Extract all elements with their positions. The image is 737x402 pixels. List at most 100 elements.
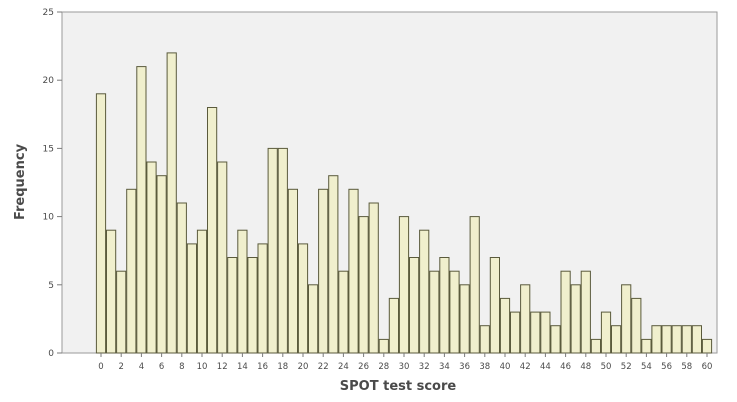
x-tick-label: 36 (459, 362, 470, 372)
bar-score-35 (449, 270, 460, 354)
bar-score-42 (520, 284, 531, 354)
x-tick-label: 20 (298, 362, 309, 372)
y-tick-label: 10 (43, 213, 55, 223)
bar-score-40 (499, 297, 511, 354)
bar-score-41 (510, 311, 521, 354)
x-axis-label: SPOT test score (340, 379, 457, 394)
bar-score-37 (469, 216, 480, 354)
x-tick-label: 4 (139, 362, 144, 372)
bar-score-59 (691, 325, 702, 354)
x-tick-label: 12 (217, 362, 228, 372)
bar-score-43 (530, 311, 541, 354)
bar-score-56 (661, 325, 672, 354)
bar-score-7 (166, 52, 177, 354)
bar-score-1 (106, 229, 117, 354)
bar-score-14 (237, 229, 248, 354)
bar-score-47 (570, 284, 581, 354)
x-tick-label: 60 (702, 362, 713, 372)
bar-score-30 (398, 216, 410, 354)
x-tick-label: 30 (399, 362, 410, 372)
y-tick-label: 5 (48, 281, 54, 291)
bar-score-39 (489, 257, 500, 354)
x-tick-label: 8 (179, 362, 184, 372)
y-axis-label: Frequency (13, 143, 28, 220)
bar-score-58 (681, 325, 692, 354)
bar-score-15 (247, 257, 258, 354)
bar-score-26 (358, 216, 369, 354)
bar-score-17 (267, 147, 278, 354)
bar-score-19 (287, 188, 298, 354)
bar-score-11 (207, 107, 218, 354)
bar-score-60 (701, 338, 713, 354)
bar-score-6 (156, 175, 167, 354)
x-tick-label: 34 (439, 362, 450, 372)
bar-score-38 (479, 325, 490, 354)
x-tick-label: 48 (580, 362, 591, 372)
bar-score-51 (611, 325, 622, 354)
bar-score-22 (318, 188, 329, 354)
bar-score-20 (297, 243, 309, 354)
x-tick-label: 52 (621, 362, 632, 372)
bar-score-18 (277, 147, 288, 354)
bar-score-13 (227, 257, 238, 354)
x-tick-label: 54 (641, 362, 652, 372)
bar-score-57 (671, 325, 682, 354)
y-tick-label: 20 (43, 76, 55, 86)
y-tick-label: 25 (43, 8, 54, 18)
bar-score-49 (590, 338, 601, 354)
bar-score-12 (217, 161, 228, 354)
x-tick-label: 24 (338, 362, 349, 372)
x-tick-label: 46 (560, 362, 571, 372)
x-tick-label: 6 (159, 362, 164, 372)
x-tick-label: 28 (378, 362, 389, 372)
x-tick-label: 14 (237, 362, 248, 372)
bar-score-2 (116, 270, 127, 354)
bar-score-50 (600, 311, 612, 354)
bar-score-3 (126, 188, 137, 354)
x-tick-label: 44 (540, 362, 551, 372)
bar-score-54 (641, 338, 652, 354)
bar-score-46 (560, 270, 571, 354)
bar-score-44 (540, 311, 551, 354)
bar-score-34 (439, 257, 450, 354)
bar-score-25 (348, 188, 359, 354)
x-tick-label: 42 (520, 362, 531, 372)
bar-score-31 (409, 257, 420, 354)
x-tick-label: 58 (681, 362, 692, 372)
bar-score-55 (651, 325, 662, 354)
bar-score-5 (146, 161, 157, 354)
bar-score-8 (176, 202, 187, 354)
x-tick-label: 50 (601, 362, 612, 372)
y-tick-label: 15 (43, 144, 54, 154)
x-tick-label: 38 (479, 362, 490, 372)
bar-score-36 (459, 284, 470, 354)
bar-score-4 (136, 66, 147, 354)
x-tick-label: 26 (358, 362, 369, 372)
x-tick-label: 56 (661, 362, 672, 372)
bar-score-45 (550, 325, 561, 354)
bar-score-48 (580, 270, 591, 354)
bar-score-10 (196, 229, 208, 354)
bar-score-53 (631, 297, 642, 354)
bar-score-16 (257, 243, 268, 354)
x-tick-label: 22 (318, 362, 329, 372)
bar-score-27 (368, 202, 379, 354)
bar-score-28 (378, 338, 389, 354)
y-ticks-group: 0 5 10 15 20 25 (43, 8, 62, 359)
x-tick-label: 40 (500, 362, 511, 372)
x-ticks-group: 0 2 4 6 8 10 12 14 16 18 20 22 24 26 28 30 32 34 36 38 40 42 4… (98, 353, 712, 372)
bar-score-24 (338, 270, 349, 354)
x-tick-label: 16 (257, 362, 268, 372)
x-tick-label: 18 (277, 362, 288, 372)
y-tick-label: 0 (48, 349, 54, 359)
x-tick-label: 32 (419, 362, 430, 372)
bar-score-29 (388, 297, 399, 354)
bar-score-21 (308, 284, 319, 354)
bar-score-32 (419, 229, 430, 354)
bar-score-9 (186, 243, 198, 354)
x-tick-label: 0 (98, 362, 103, 372)
bar-score-23 (328, 175, 339, 354)
bar-score-52 (621, 284, 632, 354)
